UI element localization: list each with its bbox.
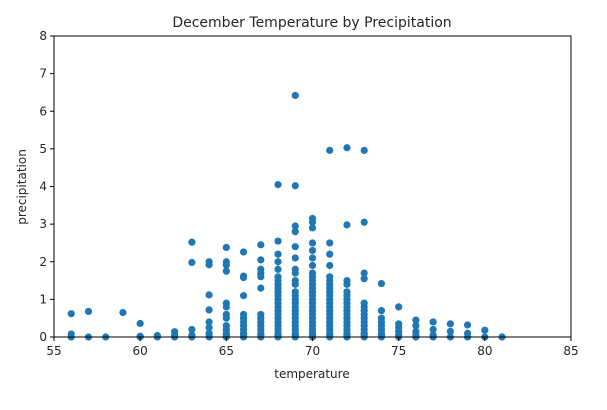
- data-point: [326, 261, 334, 270]
- x-tick-label: 80: [477, 344, 492, 358]
- data-point: [205, 291, 213, 299]
- data-point: [257, 273, 265, 281]
- data-point: [222, 261, 230, 269]
- x-tick-label: 65: [219, 344, 234, 358]
- data-point: [205, 306, 213, 314]
- data-point: [239, 273, 248, 282]
- data-point: [360, 146, 368, 154]
- data-point: [119, 308, 127, 317]
- data-point: [188, 325, 196, 334]
- data-point: [308, 246, 317, 255]
- data-point: [343, 144, 351, 152]
- data-point: [239, 292, 248, 300]
- data-point: [188, 258, 196, 267]
- y-tick-label: 0: [39, 330, 47, 344]
- data-point: [274, 237, 282, 245]
- data-point: [377, 279, 386, 288]
- x-tick-label: 85: [563, 344, 578, 358]
- data-point: [446, 327, 454, 335]
- data-point: [291, 254, 299, 262]
- data-point: [222, 303, 230, 311]
- y-axis-label: precipitation: [15, 149, 29, 225]
- data-point: [291, 182, 299, 190]
- y-tick-label: 6: [39, 104, 47, 118]
- data-point: [274, 181, 282, 189]
- data-point: [239, 248, 248, 256]
- data-point: [464, 321, 472, 329]
- data-point: [205, 261, 213, 269]
- data-point: [67, 310, 75, 318]
- y-axis-ticks: 0 1 2 3 4 5 6 7 8: [39, 29, 54, 344]
- data-point: [291, 222, 299, 230]
- y-tick-label: 3: [39, 217, 47, 231]
- data-point: [291, 228, 299, 236]
- data-point: [222, 243, 230, 252]
- y-tick-label: 7: [39, 67, 47, 81]
- data-point: [222, 314, 230, 322]
- data-point: [205, 318, 213, 326]
- data-point: [257, 284, 265, 292]
- x-axis-label: temperature: [274, 367, 349, 381]
- data-point: [222, 267, 230, 275]
- data-point: [291, 280, 299, 288]
- data-point: [274, 250, 282, 258]
- data-point: [326, 146, 334, 154]
- data-point: [360, 218, 368, 226]
- x-axis-ticks: 55 60 65 70 75 80 85: [46, 337, 579, 358]
- data-point: [308, 254, 317, 262]
- data-point: [360, 275, 368, 283]
- data-point: [343, 280, 351, 288]
- data-point: [291, 243, 299, 251]
- data-point: [274, 265, 282, 273]
- data-point: [136, 319, 144, 328]
- x-tick-label: 60: [133, 344, 148, 358]
- chart-title: December Temperature by Precipitation: [172, 15, 451, 31]
- y-tick-label: 4: [39, 180, 47, 194]
- y-tick-label: 8: [39, 29, 47, 43]
- data-point: [481, 326, 489, 334]
- data-point: [308, 239, 317, 247]
- y-tick-label: 2: [39, 255, 47, 269]
- data-point: [395, 303, 403, 311]
- data-point: [326, 239, 334, 247]
- data-point: [205, 323, 213, 332]
- data-point: [291, 91, 299, 100]
- data-point: [377, 307, 386, 315]
- data-point: [446, 320, 454, 328]
- data-point: [412, 316, 420, 324]
- data-point: [308, 224, 317, 232]
- y-tick-label: 5: [39, 142, 47, 156]
- data-point: [84, 307, 93, 316]
- y-tick-label: 1: [39, 292, 47, 306]
- data-point: [257, 256, 265, 264]
- data-point: [326, 250, 334, 258]
- data-point: [343, 221, 351, 229]
- data-point: [429, 325, 437, 334]
- data-point: [188, 238, 196, 246]
- data-point: [412, 322, 420, 330]
- x-tick-label: 70: [305, 344, 320, 358]
- points-layer: [67, 91, 506, 341]
- data-point: [308, 218, 317, 226]
- data-point: [291, 269, 299, 277]
- data-point: [429, 318, 437, 326]
- data-point: [360, 269, 368, 277]
- x-tick-label: 75: [391, 344, 406, 358]
- x-tick-label: 55: [46, 344, 61, 358]
- data-point: [257, 241, 265, 249]
- data-point: [274, 258, 282, 266]
- data-point: [308, 261, 317, 270]
